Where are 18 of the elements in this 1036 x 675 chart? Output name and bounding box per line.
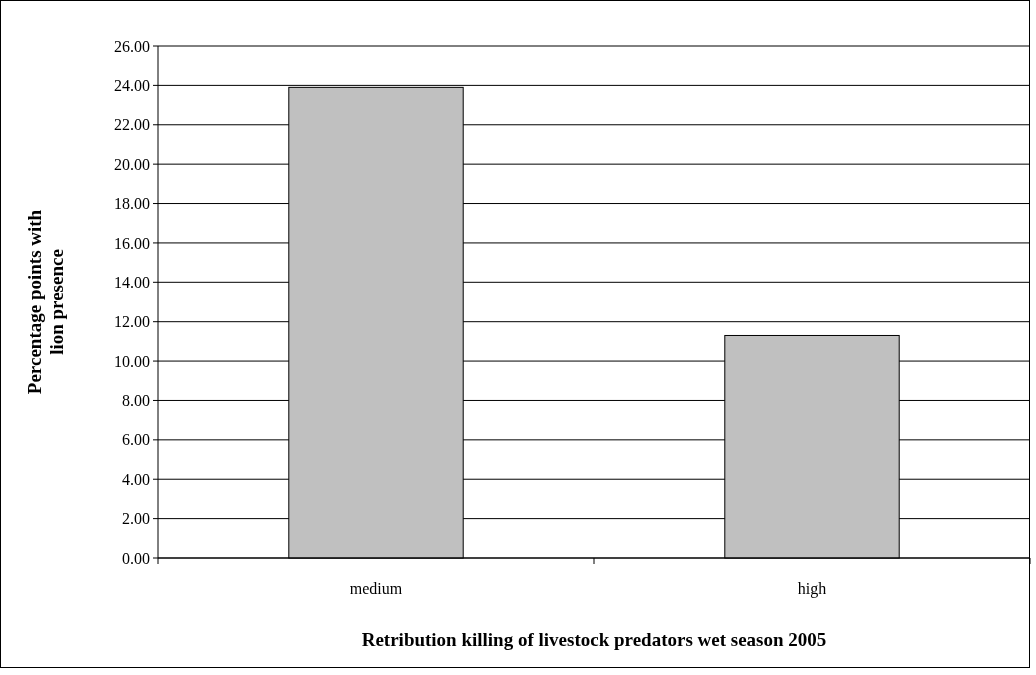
y-tick-label: 26.00 [114, 37, 150, 55]
y-axis-title: Percentage points with lion presence [23, 209, 68, 395]
y-tick-label: 18.00 [114, 195, 150, 213]
y-tick-label: 24.00 [114, 76, 150, 94]
y-tick-label: 2.00 [122, 510, 150, 528]
x-tick-label: high [797, 580, 827, 598]
y-tick-label: 22.00 [114, 116, 150, 134]
y-tick-label: 20.00 [114, 155, 150, 173]
y-tick-label: 4.00 [122, 470, 150, 488]
y-tick-label: 10.00 [114, 352, 150, 370]
y-tick-label: 16.00 [114, 234, 150, 252]
y-tick-label: 12.00 [114, 313, 150, 331]
y-tick-label: 14.00 [114, 273, 150, 291]
x-axis-title: Retribution killing of livestock predators wet season 2005 [361, 629, 827, 650]
x-tick-label: medium [349, 580, 403, 597]
y-tick-label: 8.00 [122, 392, 150, 410]
y-tick-label: 6.00 [122, 431, 150, 449]
y-tick-label: 0.00 [122, 549, 150, 567]
